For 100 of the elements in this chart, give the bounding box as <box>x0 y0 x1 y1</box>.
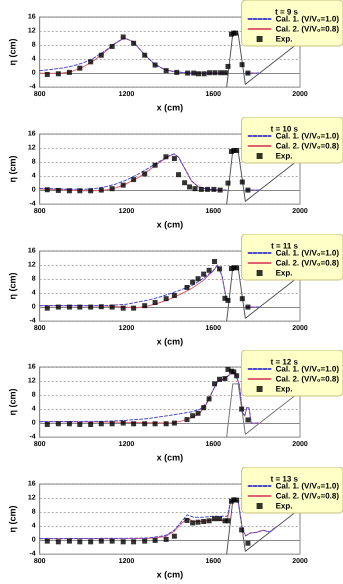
point <box>190 520 196 526</box>
point <box>142 538 148 544</box>
line-series <box>226 384 296 438</box>
point <box>207 70 212 76</box>
point <box>131 305 136 310</box>
point <box>98 422 104 427</box>
point <box>225 180 230 186</box>
point <box>98 52 104 58</box>
legend-label: Exp. <box>276 502 292 511</box>
point <box>164 422 169 427</box>
point <box>56 540 61 545</box>
legend-label: Exp. <box>276 34 292 44</box>
point <box>222 376 228 382</box>
point <box>240 62 245 68</box>
point <box>196 411 201 416</box>
point <box>44 187 50 192</box>
point <box>174 70 180 75</box>
point <box>245 540 250 546</box>
point <box>142 302 148 308</box>
point <box>198 186 204 192</box>
point <box>176 172 182 177</box>
point <box>206 396 212 402</box>
point <box>172 534 177 539</box>
legend-label: Exp. <box>276 268 292 278</box>
point <box>187 184 192 190</box>
legend-title: t = 12 s <box>270 358 299 367</box>
y-axis-title: η (cm) <box>8 388 18 416</box>
point <box>56 422 61 427</box>
point <box>212 382 218 387</box>
legend-label: Cal. 1. (V/V₀=1.0) <box>276 364 340 374</box>
point <box>110 422 115 427</box>
point <box>218 70 224 76</box>
point <box>225 64 230 69</box>
point <box>66 304 72 310</box>
x-axis-title: x (cm) <box>156 452 184 463</box>
point <box>77 422 82 428</box>
point <box>120 420 126 426</box>
point <box>77 540 82 545</box>
legend-title: t = 13 s <box>270 474 299 484</box>
y-axis-title: η (cm) <box>8 38 18 66</box>
point <box>184 518 190 524</box>
point <box>239 406 244 412</box>
point <box>245 70 250 76</box>
point <box>152 62 158 68</box>
point <box>172 420 177 426</box>
legend-label: Exp. <box>276 151 292 160</box>
y-axis-title: η (cm) <box>8 155 18 182</box>
point <box>218 187 223 192</box>
point <box>142 171 148 176</box>
point <box>66 538 72 544</box>
point <box>234 148 240 153</box>
point <box>88 304 94 310</box>
point <box>234 264 240 270</box>
point <box>120 305 126 310</box>
legend-label: Cal. 2. (V/V₀=0.8) <box>276 258 340 268</box>
point <box>212 258 218 264</box>
point <box>172 156 177 161</box>
y-axis-title: η (cm) <box>8 506 18 533</box>
point <box>110 186 115 191</box>
point <box>164 68 169 74</box>
legend-title: t = 10 s <box>270 124 299 134</box>
point <box>217 377 222 382</box>
point <box>88 188 94 194</box>
point <box>131 422 136 427</box>
point <box>222 70 228 76</box>
x-axis-title: x (cm) <box>156 219 184 230</box>
point <box>185 70 190 76</box>
point <box>98 538 104 544</box>
point <box>66 188 72 194</box>
point <box>120 182 126 188</box>
point <box>88 422 94 428</box>
legend-label: Cal. 2. (V/V₀=0.8) <box>276 24 340 34</box>
y-axis-title: η (cm) <box>8 272 18 300</box>
point <box>66 422 72 427</box>
point <box>196 520 201 525</box>
point <box>212 70 218 76</box>
point <box>131 540 136 545</box>
x-axis-title: x (cm) <box>156 336 184 346</box>
point <box>225 518 230 524</box>
point <box>77 304 82 310</box>
point <box>131 176 136 182</box>
legend-label: Cal. 2. (V/V₀=0.8) <box>276 141 340 150</box>
legend-label: Cal. 1. (V/V₀=1.0) <box>276 482 340 491</box>
point <box>142 422 148 427</box>
point <box>225 298 230 303</box>
legend-title: t = 11 s <box>271 241 299 250</box>
point <box>196 71 201 76</box>
point <box>120 34 126 40</box>
point <box>152 300 158 305</box>
point <box>110 44 115 49</box>
point <box>239 528 244 533</box>
point <box>152 538 158 544</box>
point <box>44 72 50 77</box>
point <box>98 187 104 192</box>
point <box>240 179 245 184</box>
point <box>191 70 196 76</box>
point <box>56 304 61 310</box>
point <box>184 417 190 422</box>
point <box>201 406 206 411</box>
legend-label: Exp. <box>276 384 292 394</box>
